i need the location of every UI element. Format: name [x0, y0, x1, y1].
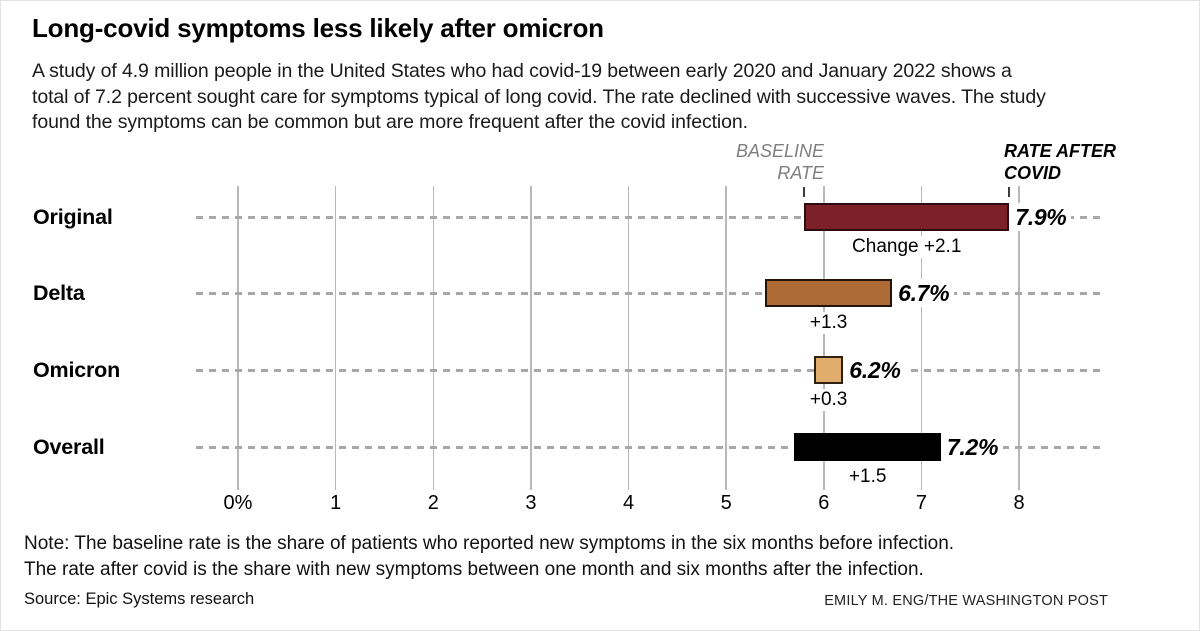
x-axis-tick-label: 5 [720, 492, 732, 514]
bar-value-label: 6.7% [892, 279, 955, 307]
baseline-rate-label-line: RATE [777, 162, 824, 183]
bar-change-label: +1.5 [842, 466, 893, 488]
bar-omicron [813, 356, 844, 384]
gridline [530, 186, 532, 490]
chart-subtitle: A study of 4.9 million people in the Uni… [32, 59, 1046, 136]
note-line: Note: The baseline rate is the share of … [24, 533, 955, 554]
subtitle-line: A study of 4.9 million people in the Uni… [32, 60, 1012, 82]
x-axis-tick-label: 8 [1013, 492, 1025, 514]
x-axis-tick-label: 1 [330, 492, 342, 514]
page-title: Long-covid symptoms less likely after om… [32, 13, 604, 43]
subtitle-line: found the symptoms can be common but are… [32, 111, 748, 133]
x-axis-tick-label: 7 [915, 492, 927, 514]
baseline-tick-mark [803, 187, 806, 197]
x-axis-tick-label: 3 [525, 492, 537, 514]
baseline-rate-label-line: BASELINE [735, 141, 824, 161]
rate-after-covid-label-line: RATE AFTER [1004, 141, 1116, 161]
gridline [1018, 186, 1020, 490]
gridline [725, 186, 727, 490]
x-axis-tick-label: 0% [223, 492, 253, 514]
bar-overall [794, 433, 941, 461]
subtitle-line: total of 7.2 percent sought care for sym… [32, 85, 1046, 108]
baseline-rate-label: BASELINE RATE [736, 141, 824, 184]
bar-change-label: +1.3 [803, 312, 854, 334]
bar-change-label: +0.3 [803, 389, 854, 411]
bar-value-label: 7.9% [1009, 203, 1072, 231]
category-label: Omicron [33, 358, 121, 382]
bar-value-label: 7.2% [940, 433, 1004, 461]
row-dashed-line [196, 369, 1105, 372]
row-dashed-line [196, 292, 1105, 295]
rate-after-tick-mark [1008, 187, 1011, 197]
x-axis-tick-label: 4 [622, 492, 635, 514]
bar-original [804, 203, 1010, 231]
x-axis-tick-label: 6 [818, 492, 830, 514]
gridline [823, 186, 825, 490]
gridline [334, 186, 337, 490]
rate-after-covid-label: RATE AFTER COVID [1004, 141, 1116, 184]
category-label: Overall [33, 435, 105, 459]
row-dashed-line [196, 446, 1105, 449]
bar-value-label: 6.2% [843, 356, 906, 384]
note-line: The rate after covid is the share with n… [24, 558, 924, 580]
bar-delta [765, 279, 893, 307]
chart-note: Note: The baseline rate is the share of … [24, 531, 954, 582]
gridline [237, 186, 239, 490]
category-label: Delta [33, 281, 85, 305]
x-axis-tick-label: 2 [427, 492, 439, 514]
gridline [432, 186, 434, 490]
row-dashed-line [196, 216, 1105, 219]
gridline [627, 186, 630, 490]
source-text: Source: Epic Systems research [24, 590, 255, 608]
credit-text: EMILY M. ENG/THE WASHINGTON POST [824, 593, 1108, 609]
bar-change-label: Change +2.1 [846, 236, 968, 258]
rate-after-covid-label-line: COVID [1004, 162, 1062, 183]
category-label: Original [33, 205, 113, 229]
gridline [920, 186, 923, 490]
